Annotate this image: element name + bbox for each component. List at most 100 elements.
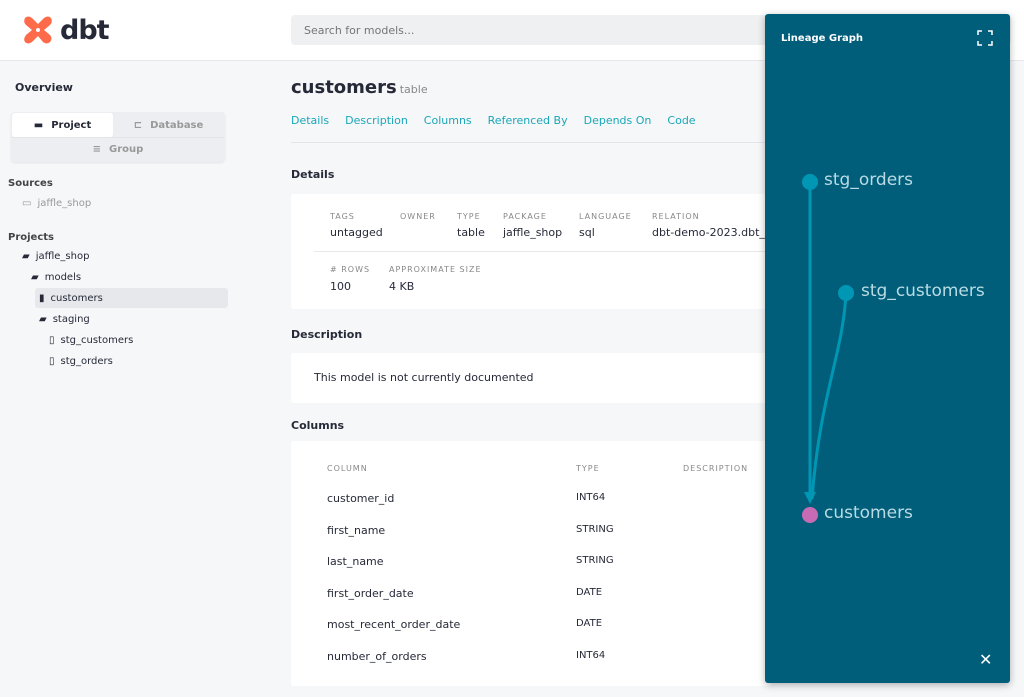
model-name: customers (291, 77, 397, 98)
detail-value: jaffle_shop (503, 226, 563, 239)
tab-database[interactable]: ⊏ Database (113, 113, 224, 137)
folder-open-icon: ▰ (39, 313, 47, 325)
detail-label: PACKAGE (503, 212, 547, 221)
detail-label: TYPE (457, 212, 481, 221)
stat-value: 100 (330, 280, 351, 293)
column-type: INT64 (576, 492, 606, 503)
close-icon[interactable]: ✕ (979, 650, 993, 669)
dbt-logo-icon (24, 16, 52, 44)
file-icon: ▮ (39, 292, 45, 304)
tree-label: customers (50, 292, 103, 304)
tree-label: stg_customers (60, 334, 134, 346)
sources-heading: Sources (8, 178, 53, 189)
tree-item-stg-orders[interactable]: ▯ stg_orders (45, 351, 113, 371)
description-heading: Description (291, 328, 363, 341)
tab-project[interactable]: ▬ Project (12, 113, 113, 137)
node-stg-orders (802, 174, 818, 190)
tree-label: staging (52, 313, 90, 325)
tree-item-models[interactable]: ▰ models (27, 267, 81, 287)
folder-open-icon: ▰ (22, 250, 30, 262)
lineage-title: Lineage Graph (781, 33, 864, 44)
details-heading: Details (291, 168, 335, 181)
column-name[interactable]: first_order_date (327, 586, 414, 600)
sidebar: Overview ▬ Project ⊏ Database ≡ Group Sourc… (0, 61, 250, 697)
tree-icon: ⊏ (133, 119, 143, 131)
source-label: jaffle_shop (37, 197, 92, 209)
edge-stg-customers-customers (810, 292, 848, 500)
column-type: STRING (576, 555, 614, 567)
file-outline-icon: ▯ (49, 334, 55, 346)
tab-details[interactable]: Details (291, 114, 330, 127)
folder-open-icon: ▰ (31, 271, 39, 283)
description-text: This model is not currently documented (314, 371, 534, 384)
column-type: STRING (576, 523, 614, 535)
tab-group[interactable]: ≡ Group (12, 137, 224, 161)
node-customers (802, 507, 818, 523)
column-name[interactable]: last_name (327, 555, 384, 569)
logo-text: dbt (60, 14, 110, 46)
column-type: INT64 (576, 650, 606, 661)
detail-label: OWNER (400, 212, 436, 221)
tree-item-staging[interactable]: ▰ staging (35, 309, 90, 329)
tab-code[interactable]: Code (667, 114, 696, 127)
detail-value: untagged (330, 226, 383, 239)
model-kind: table (399, 83, 428, 96)
tree-item-jaffle-shop[interactable]: ▰ jaffle_shop (18, 246, 89, 266)
tab-description[interactable]: Description (345, 114, 408, 127)
stat-label: # ROWS (330, 265, 371, 274)
divider (314, 251, 771, 252)
detail-value: sql (579, 226, 595, 239)
source-item[interactable]: ▭ jaffle_shop (18, 193, 91, 213)
node-label[interactable]: stg_customers (861, 281, 985, 301)
overview-link[interactable]: Overview (15, 81, 73, 94)
detail-label: LANGUAGE (579, 212, 632, 221)
detail-label: RELATION (652, 212, 700, 221)
column-type: DATE (576, 586, 603, 598)
tab-depends-on[interactable]: Depends On (583, 114, 652, 127)
tab-referenced-by[interactable]: Referenced By (487, 114, 568, 127)
columns-heading: Columns (291, 419, 345, 432)
filter-icon: ≡ (92, 144, 102, 155)
projects-heading: Projects (8, 232, 55, 243)
column-header: DESCRIPTION (683, 464, 749, 473)
folder-icon: ▬ (33, 119, 44, 131)
detail-value: dbt-demo-2023.dbt_dev (652, 226, 771, 239)
file-outline-icon: ▯ (49, 355, 55, 367)
column-header: COLUMN (327, 464, 368, 473)
column-type: DATE (576, 618, 603, 630)
details-card: TAGS untagged OWNER TYPE table PACKAGE j… (291, 194, 771, 309)
tab-label: Project (51, 119, 92, 131)
arrow-icon (804, 492, 816, 504)
lineage-graph (802, 174, 854, 523)
columns-table: COLUMN TYPE DESCRIPTION customer_id INT64… (291, 441, 771, 686)
node-label[interactable]: stg_orders (824, 170, 914, 190)
tab-label: Database (150, 119, 204, 131)
page-title: customers table (291, 77, 428, 98)
column-name[interactable]: first_name (327, 523, 386, 537)
column-name[interactable]: customer_id (327, 492, 395, 505)
expand-icon[interactable] (977, 30, 993, 46)
tree-item-customers[interactable]: ▮ customers (35, 288, 228, 308)
dbt-logo[interactable]: dbt (22, 14, 110, 46)
view-switcher: ▬ Project ⊏ Database ≡ Group (11, 112, 225, 162)
stat-value: 4 KB (389, 280, 415, 293)
tab-label: Group (109, 144, 144, 155)
section-tabs: Details Description Columns Referenced B… (291, 114, 696, 127)
lineage-panel: Lineage Graph stg_orders stg_customers c… (765, 14, 1010, 683)
node-stg-customers (838, 285, 854, 301)
column-name[interactable]: number_of_orders (327, 650, 427, 663)
folder-outline-icon: ▭ (22, 197, 32, 209)
tree-label: stg_orders (60, 355, 113, 367)
tab-columns[interactable]: Columns (423, 114, 472, 127)
divider (291, 142, 771, 143)
detail-value: table (457, 226, 485, 239)
tree-label: jaffle_shop (35, 250, 90, 262)
column-name[interactable]: most_recent_order_date (327, 618, 461, 632)
description-card: This model is not currently documented (291, 353, 771, 403)
tree-item-stg-customers[interactable]: ▯ stg_customers (45, 330, 133, 350)
tree-label: models (44, 271, 82, 283)
detail-label: TAGS (330, 212, 355, 221)
node-label[interactable]: customers (824, 503, 913, 523)
column-header: TYPE (576, 464, 600, 473)
stat-label: APPROXIMATE SIZE (389, 265, 482, 274)
